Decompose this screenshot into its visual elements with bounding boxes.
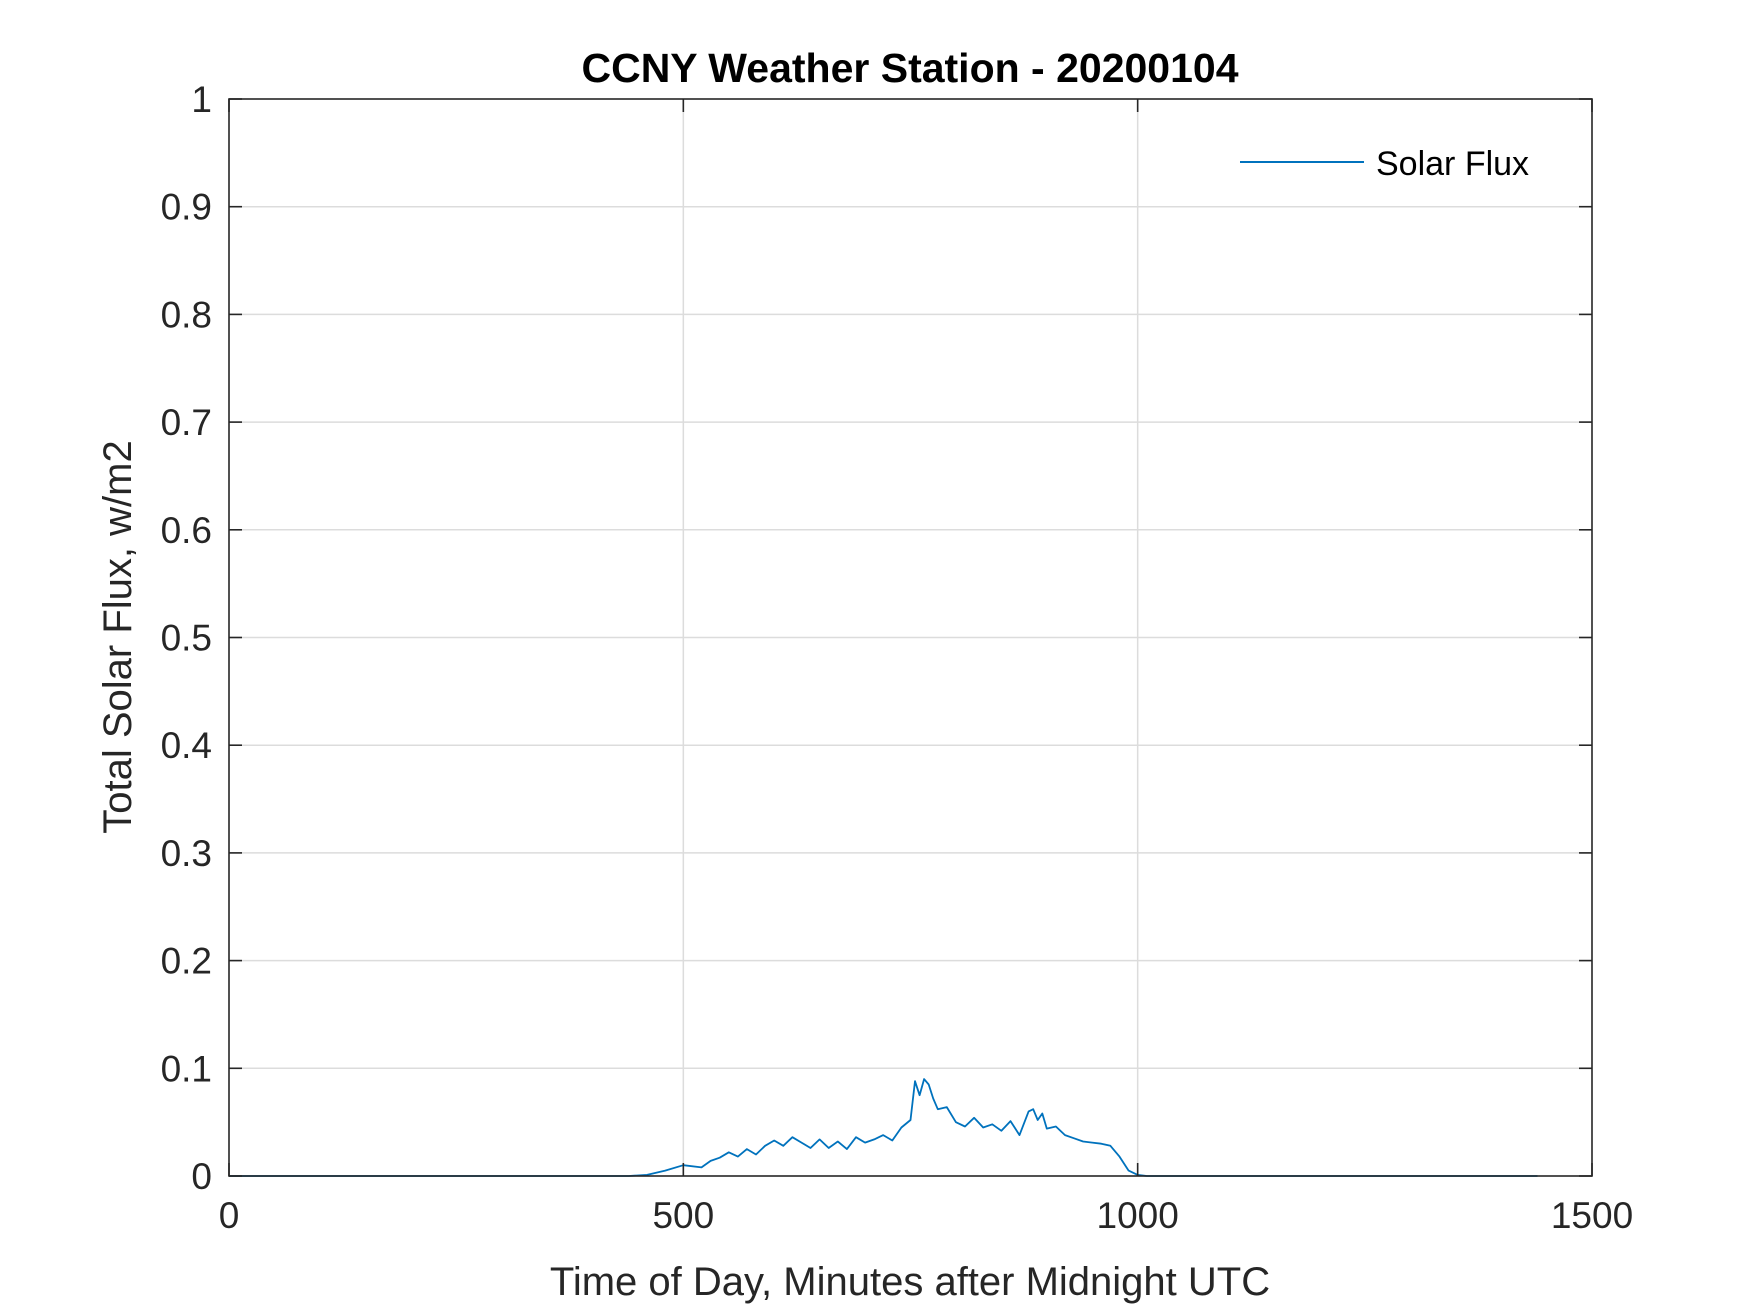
grid [229,99,1592,1176]
y-tick-labels: 0 0.1 0.2 0.3 0.4 0.5 0.6 0.7 0.8 0.9 1 [161,79,212,1197]
legend: Solar Flux [1240,145,1529,183]
x-axis-label: Time of Day, Minutes after Midnight UTC [550,1260,1270,1304]
y-tick-label: 0.8 [161,294,212,335]
y-tick-label: 0.9 [161,187,212,228]
y-tick-label: 0.3 [161,833,212,874]
y-tick-label: 0.2 [161,941,212,982]
y-tick-label: 0.6 [161,510,212,551]
x-tick-label: 500 [652,1195,714,1236]
x-tick-labels: 0 500 1000 1500 [219,1195,1633,1236]
ticks [228,98,1593,1177]
y-tick-label: 1 [191,79,212,120]
legend-label-solar-flux: Solar Flux [1376,145,1529,183]
y-tick-label: 0.5 [161,618,212,659]
y-tick-label: 0 [191,1156,212,1197]
y-axis-label: Total Solar Flux, w/m2 [96,440,140,833]
y-tick-label: 0.7 [161,402,212,443]
y-tick-label: 0.1 [161,1048,212,1089]
chart-title: CCNY Weather Station - 20200104 [581,45,1238,91]
y-tick-label: 0.4 [161,725,212,766]
series-line-solar-flux [229,1078,1538,1177]
x-tick-label: 0 [219,1195,240,1236]
x-tick-label: 1500 [1551,1195,1633,1236]
x-tick-label: 1000 [1097,1195,1179,1236]
